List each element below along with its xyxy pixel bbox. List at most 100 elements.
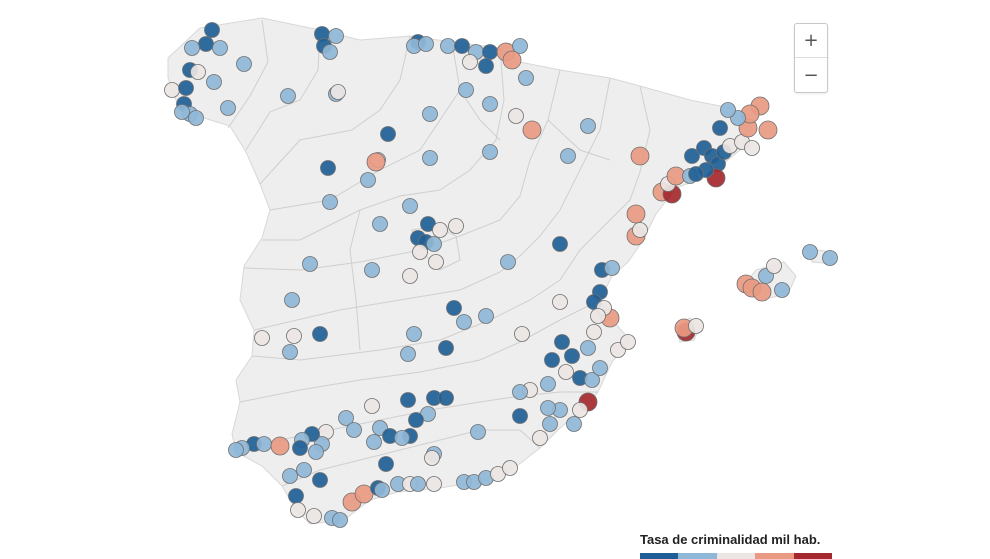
city-marker[interactable] <box>586 324 602 340</box>
city-marker[interactable] <box>400 392 416 408</box>
city-marker[interactable] <box>626 204 646 224</box>
city-marker[interactable] <box>522 120 542 140</box>
city-marker[interactable] <box>312 472 328 488</box>
city-marker[interactable] <box>508 108 524 124</box>
city-marker[interactable] <box>292 440 308 456</box>
city-markers[interactable] <box>164 22 838 528</box>
city-marker[interactable] <box>360 172 376 188</box>
city-marker[interactable] <box>572 402 588 418</box>
city-marker[interactable] <box>254 330 270 346</box>
city-marker[interactable] <box>402 268 418 284</box>
city-marker[interactable] <box>542 416 558 432</box>
city-marker[interactable] <box>540 400 556 416</box>
city-marker[interactable] <box>688 318 704 334</box>
city-marker[interactable] <box>302 256 318 272</box>
city-marker[interactable] <box>502 460 518 476</box>
city-marker[interactable] <box>174 104 190 120</box>
city-marker[interactable] <box>584 372 600 388</box>
city-marker[interactable] <box>428 254 444 270</box>
city-marker[interactable] <box>322 44 338 60</box>
city-marker[interactable] <box>604 260 620 276</box>
city-marker[interactable] <box>308 444 324 460</box>
city-marker[interactable] <box>270 436 290 456</box>
city-marker[interactable] <box>458 82 474 98</box>
city-marker[interactable] <box>328 28 344 44</box>
city-marker[interactable] <box>512 38 528 54</box>
city-marker[interactable] <box>554 334 570 350</box>
city-marker[interactable] <box>378 456 394 472</box>
city-marker[interactable] <box>426 236 442 252</box>
city-marker[interactable] <box>188 110 204 126</box>
city-marker[interactable] <box>684 148 700 164</box>
city-marker[interactable] <box>712 120 728 136</box>
city-marker[interactable] <box>184 40 200 56</box>
city-marker[interactable] <box>500 254 516 270</box>
city-marker[interactable] <box>478 308 494 324</box>
city-marker[interactable] <box>512 384 528 400</box>
city-marker[interactable] <box>164 82 180 98</box>
city-marker[interactable] <box>552 236 568 252</box>
city-marker[interactable] <box>190 64 206 80</box>
city-marker[interactable] <box>478 58 494 74</box>
city-marker[interactable] <box>580 118 596 134</box>
city-marker[interactable] <box>802 244 818 260</box>
city-marker[interactable] <box>282 468 298 484</box>
city-marker[interactable] <box>592 360 608 376</box>
city-marker[interactable] <box>206 74 222 90</box>
city-marker[interactable] <box>366 152 386 172</box>
city-marker[interactable] <box>532 430 548 446</box>
city-marker[interactable] <box>512 408 528 424</box>
city-marker[interactable] <box>448 218 464 234</box>
city-marker[interactable] <box>198 36 214 52</box>
city-marker[interactable] <box>220 100 236 116</box>
city-marker[interactable] <box>688 166 704 182</box>
city-marker[interactable] <box>400 346 416 362</box>
city-marker[interactable] <box>632 222 648 238</box>
city-marker[interactable] <box>422 106 438 122</box>
city-marker[interactable] <box>590 308 606 324</box>
city-marker[interactable] <box>256 436 272 452</box>
city-marker[interactable] <box>456 314 472 330</box>
city-marker[interactable] <box>402 198 418 214</box>
city-marker[interactable] <box>366 434 382 450</box>
city-marker[interactable] <box>514 326 530 342</box>
city-marker[interactable] <box>412 244 428 260</box>
city-marker[interactable] <box>408 412 424 428</box>
city-marker[interactable] <box>330 84 346 100</box>
city-marker[interactable] <box>438 340 454 356</box>
city-marker[interactable] <box>432 222 448 238</box>
city-marker[interactable] <box>544 352 560 368</box>
city-marker[interactable] <box>566 416 582 432</box>
city-marker[interactable] <box>280 88 296 104</box>
city-marker[interactable] <box>752 282 772 302</box>
city-marker[interactable] <box>426 476 442 492</box>
city-marker[interactable] <box>178 80 194 96</box>
city-marker[interactable] <box>518 70 534 86</box>
city-marker[interactable] <box>482 144 498 160</box>
city-marker[interactable] <box>372 216 388 232</box>
city-marker[interactable] <box>322 194 338 210</box>
city-marker[interactable] <box>766 258 782 274</box>
city-marker[interactable] <box>410 476 426 492</box>
city-marker[interactable] <box>406 326 422 342</box>
city-marker[interactable] <box>236 56 252 72</box>
city-marker[interactable] <box>380 126 396 142</box>
city-marker[interactable] <box>282 344 298 360</box>
zoom-out-button[interactable]: − <box>795 57 827 92</box>
city-marker[interactable] <box>332 512 348 528</box>
city-marker[interactable] <box>720 102 736 118</box>
city-marker[interactable] <box>312 326 328 342</box>
city-marker[interactable] <box>286 328 302 344</box>
city-marker[interactable] <box>284 292 300 308</box>
city-marker[interactable] <box>446 300 462 316</box>
city-marker[interactable] <box>306 508 322 524</box>
city-marker[interactable] <box>438 390 454 406</box>
city-marker[interactable] <box>228 442 244 458</box>
city-marker[interactable] <box>296 462 312 478</box>
city-marker[interactable] <box>422 150 438 166</box>
city-marker[interactable] <box>564 348 580 364</box>
city-marker[interactable] <box>630 146 650 166</box>
city-marker[interactable] <box>540 376 556 392</box>
